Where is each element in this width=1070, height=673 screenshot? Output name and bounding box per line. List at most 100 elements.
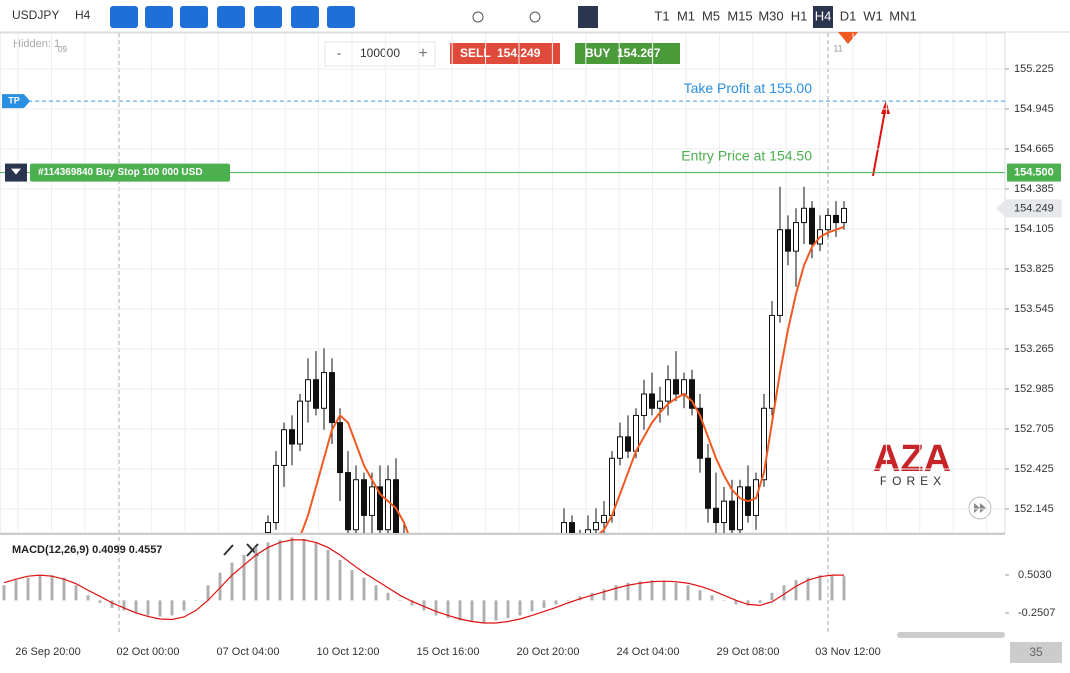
- tool-button[interactable]: [327, 6, 355, 28]
- x-tick-label: 10 Oct 12:00: [317, 646, 380, 658]
- macd-bar: [638, 581, 642, 601]
- macd-bar: [350, 570, 354, 601]
- macd-bar: [494, 600, 498, 621]
- entry-price-label: 154.500: [1014, 166, 1054, 178]
- tool-button[interactable]: [110, 6, 138, 28]
- candle-body: [641, 393, 647, 416]
- macd-bar: [98, 600, 102, 603]
- candle-body: [345, 472, 351, 531]
- candle-body: [689, 379, 695, 409]
- timeframe[interactable]: M1: [677, 8, 695, 23]
- macd-bar: [338, 560, 342, 601]
- quantity-box[interactable]: [324, 41, 436, 67]
- timeframe[interactable]: M5: [702, 8, 720, 23]
- timeframe[interactable]: T1: [654, 8, 669, 23]
- period[interactable]: H4: [75, 8, 91, 22]
- tool-button[interactable]: [254, 6, 282, 28]
- macd-bar: [134, 600, 138, 613]
- hidden-sub: 09: [58, 45, 67, 54]
- macd-bar: [830, 575, 834, 601]
- macd-bar: [626, 582, 630, 601]
- candle-body: [561, 522, 567, 533]
- macd-bar: [230, 562, 234, 601]
- tool-button[interactable]: [217, 6, 245, 28]
- macd-bar: [530, 600, 534, 612]
- macd-bar: [26, 577, 30, 601]
- order-tag: [30, 163, 230, 182]
- candle-body: [793, 222, 799, 252]
- tool-button[interactable]: [145, 6, 173, 28]
- candle-body: [769, 314, 775, 409]
- macd-bar: [650, 580, 654, 601]
- annotation-arrow: [872, 104, 887, 177]
- chart-type-selected[interactable]: [578, 6, 598, 28]
- scroll-icon: [980, 503, 986, 513]
- close-icon[interactable]: [246, 543, 259, 557]
- candle-body: [361, 479, 367, 516]
- quantity-minus[interactable]: -: [337, 46, 341, 60]
- sell-button[interactable]: [450, 43, 560, 64]
- zoom-in[interactable]: [529, 11, 541, 23]
- timeframe[interactable]: M30: [758, 8, 783, 23]
- candles: [265, 186, 847, 533]
- buy-button[interactable]: [575, 43, 680, 64]
- tool-button[interactable]: [180, 6, 208, 28]
- macd-bar: [842, 576, 846, 601]
- candle-body: [369, 486, 375, 516]
- timeframe[interactable]: MN1: [889, 8, 916, 23]
- macd-bar: [2, 585, 6, 601]
- timeframe[interactable]: H4: [815, 8, 832, 23]
- counter: 35: [1029, 645, 1043, 659]
- macd-bar: [326, 549, 330, 601]
- macd-bar: [86, 595, 90, 601]
- x-tick-label: 29 Oct 08:00: [717, 646, 780, 658]
- scroll-icon: [974, 503, 980, 513]
- candle-body: [649, 393, 655, 409]
- y-tick-label: 152.425: [1014, 463, 1054, 475]
- buy-label[interactable]: BUY: [585, 46, 610, 60]
- quantity[interactable]: 100000: [360, 46, 400, 60]
- macd-bar: [146, 600, 150, 616]
- macd-bar: [38, 575, 42, 601]
- scrollbar[interactable]: [897, 632, 1005, 638]
- current-price-tag: [996, 199, 1062, 218]
- candle-body: [697, 407, 703, 459]
- edit-icon[interactable]: [223, 544, 234, 556]
- timeframe[interactable]: W1: [863, 8, 883, 23]
- timeframe[interactable]: D1: [840, 8, 857, 23]
- macd-bar: [254, 547, 258, 601]
- candle-body: [761, 407, 767, 481]
- candle-body: [329, 372, 335, 424]
- timeframe[interactable]: M15: [727, 8, 752, 23]
- macd-bar: [182, 600, 186, 611]
- timeframe[interactable]: H1: [791, 8, 808, 23]
- candle-body: [801, 207, 807, 224]
- x-tick-label: 24 Oct 04:00: [617, 646, 680, 658]
- candle-body: [569, 522, 575, 533]
- x-tick-label: 15 Oct 16:00: [417, 646, 480, 658]
- candle-body: [289, 429, 295, 445]
- macd-bar: [50, 575, 54, 601]
- candle-body: [625, 436, 631, 452]
- tool-buttons: [110, 6, 598, 28]
- macd-bar: [506, 600, 510, 618]
- y-tick-label: 152.705: [1014, 423, 1054, 435]
- candle-body: [377, 486, 383, 531]
- sell-label[interactable]: SELL: [460, 46, 491, 60]
- macd-bar: [62, 577, 66, 601]
- zoom-out[interactable]: [472, 11, 484, 23]
- macd-bar: [806, 577, 810, 601]
- quantity-plus[interactable]: +: [418, 45, 427, 62]
- macd-bar: [686, 585, 690, 601]
- order-ticket: #114369840 Buy Stop 100 000 USD: [38, 167, 203, 178]
- symbol[interactable]: USDJPY: [12, 8, 59, 22]
- buy-price[interactable]: 154.267: [617, 46, 661, 60]
- tool-button[interactable]: [291, 6, 319, 28]
- candle-body: [273, 464, 279, 524]
- candle-body: [825, 214, 831, 231]
- macd-bar: [242, 554, 246, 601]
- candle-body: [673, 379, 679, 395]
- macd-bar: [602, 589, 606, 601]
- macd-bar: [314, 542, 318, 601]
- candle-body: [593, 522, 599, 531]
